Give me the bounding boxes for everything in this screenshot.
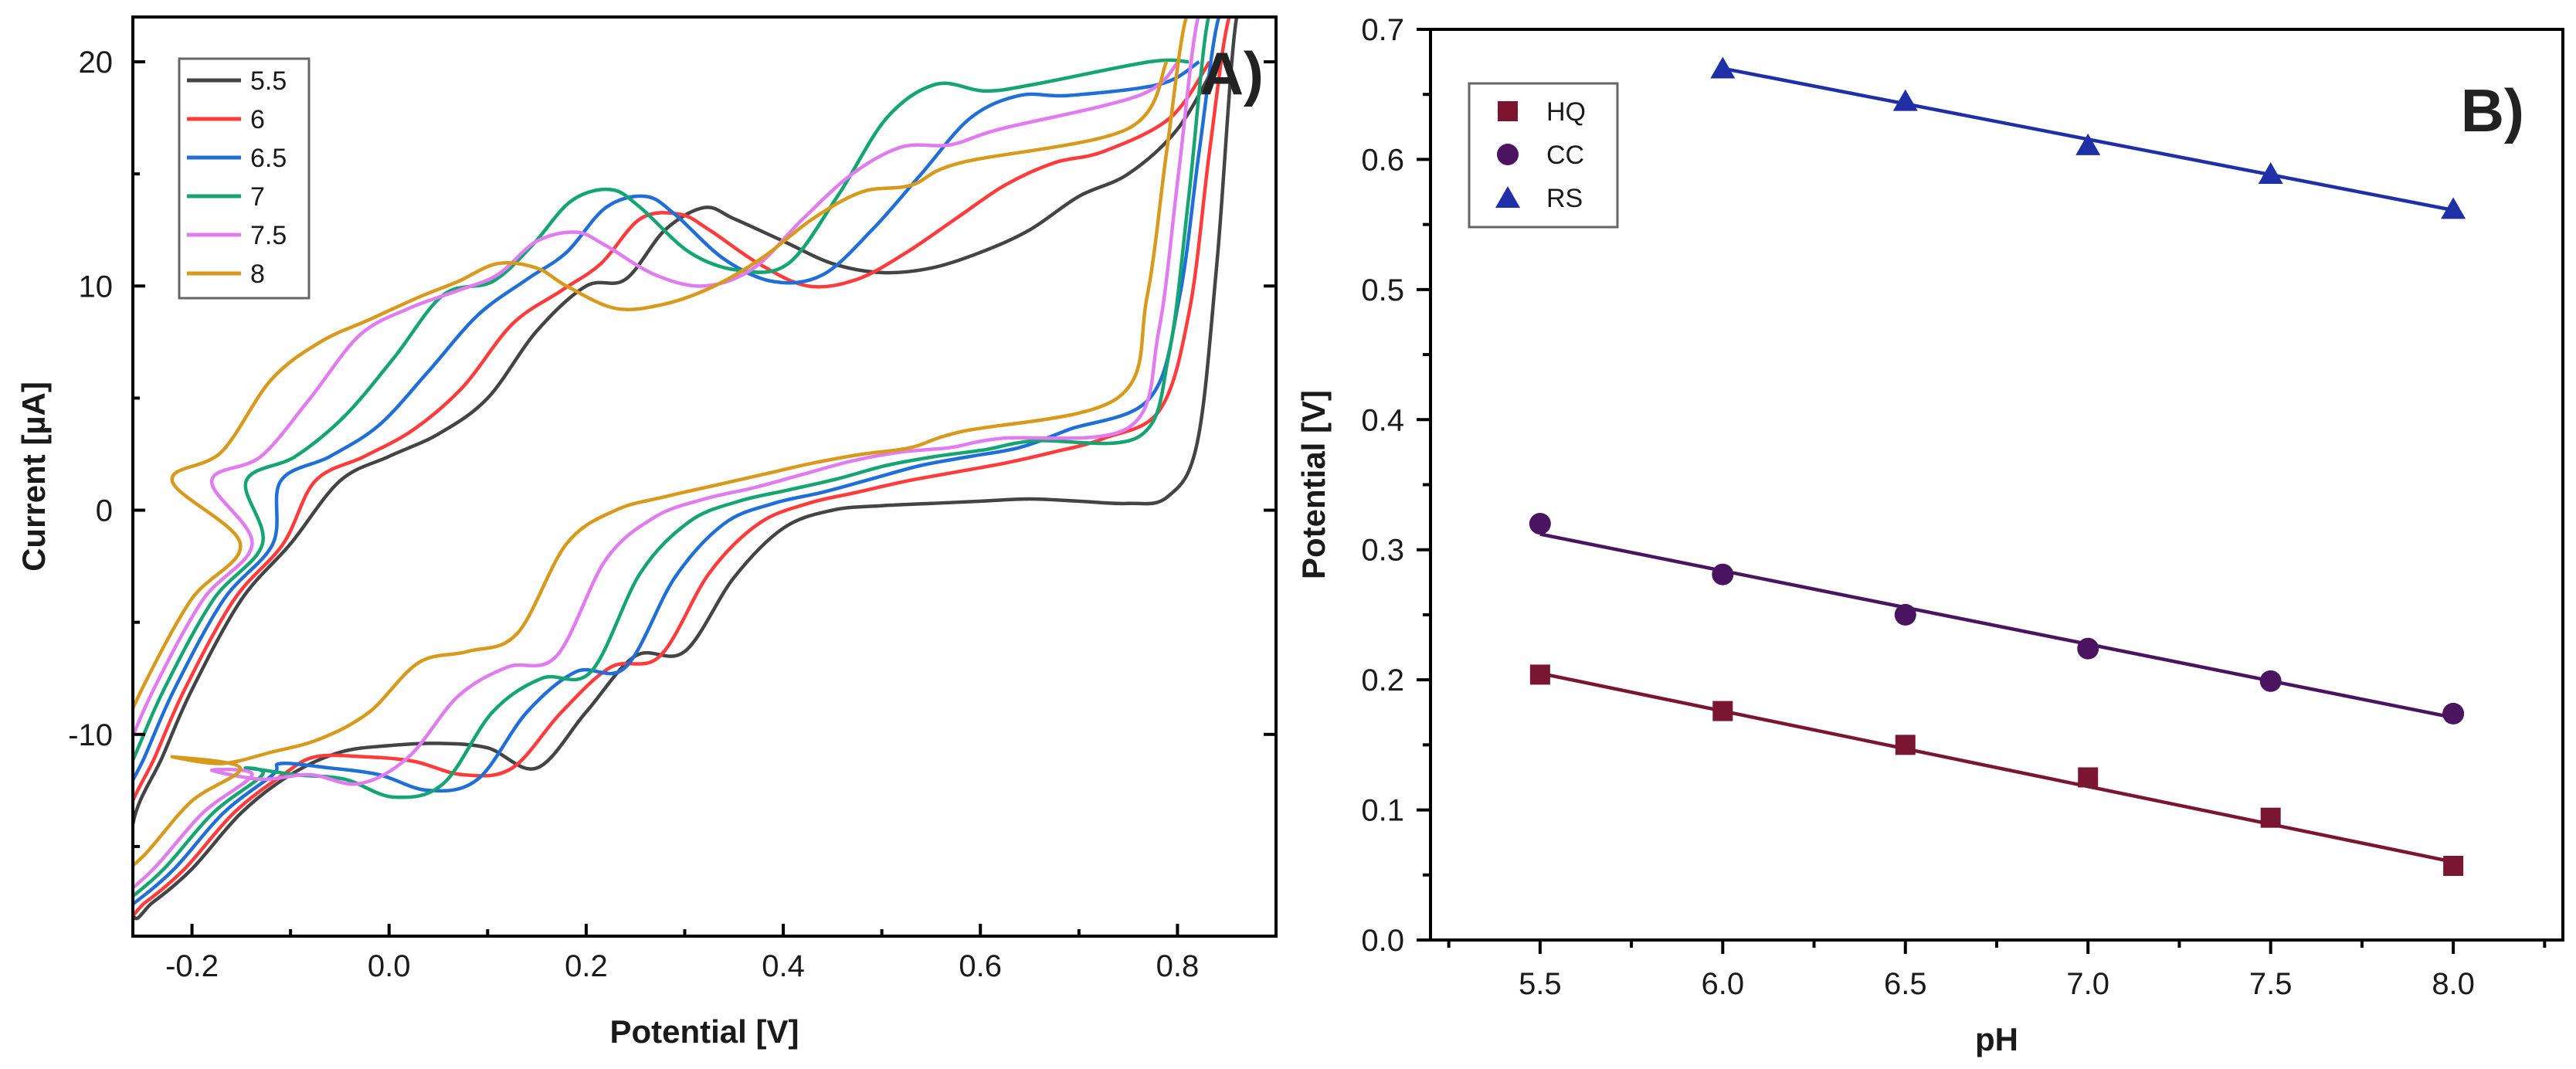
data-point-rs [1710,56,1736,79]
panel-b-fit-lines [1539,66,2454,864]
y-tick-label: -10 [68,718,113,752]
panel-a-label: A) [1200,39,1264,107]
y-tick-label: 0.1 [1361,794,1404,828]
x-tick-label: 6.0 [1702,967,1745,1001]
legend-label: 6 [250,105,265,134]
x-tick-label: 6.5 [1884,967,1927,1001]
panel-b-y-axis-title: Potential [V] [1295,390,1332,579]
series-line-7-5 [133,17,1218,891]
series-line-6-5 [133,17,1239,907]
y-tick-label: 0.5 [1361,273,1404,307]
legend-label: 5.5 [250,66,287,96]
data-point-cc [1894,603,1916,626]
panel-a-x-ticks: -0.2 0.0 0.2 0.4 0.6 0.8 [165,924,1278,983]
x-tick-label: 8.0 [2432,967,2475,1001]
legend-frame [1468,82,1619,229]
data-point-rs [1892,89,1918,111]
panel-b-plot-frame [1429,28,2564,942]
y-tick-label: 0.0 [1361,924,1404,958]
legend-frame [178,57,311,300]
series-line-8 [133,17,1207,868]
series-line-6 [133,17,1249,918]
panel-b-x-ticks: 5.5 6.0 6.5 7.0 7.5 8.0 [1447,940,2547,1001]
y-tick-label: 0 [96,494,113,528]
x-tick-label: 7.0 [2066,967,2109,1001]
legend-marker-hq [1498,101,1518,121]
legend-label: RS [1546,184,1583,213]
legend-marker-cc [1497,144,1519,165]
legend-label: 7 [250,182,265,212]
fit-line-cc [1539,532,2454,720]
legend-marker-rs [1495,186,1520,208]
panel-a-legend: 5.5 6 6.5 7 7.5 8 [178,57,311,300]
legend-label: HQ [1546,97,1586,127]
y-tick-label: 20 [79,46,114,80]
x-tick-label: 0.2 [565,949,608,983]
legend-label: CC [1546,141,1584,170]
data-point-cc [2077,637,2099,660]
data-point-rs [2258,161,2283,184]
x-tick-label: 5.5 [1519,967,1562,1001]
x-tick-label: 0.8 [1156,949,1200,983]
data-point-hq [1712,701,1733,721]
y-tick-label: 0.7 [1361,13,1404,47]
y-tick-label: 10 [79,270,114,304]
data-point-hq [2260,807,2281,828]
panel-b-x-axis-title: pH [1975,1021,2018,1057]
x-tick-label: 0.6 [959,949,1002,983]
x-tick-label: 0.4 [762,949,805,983]
panel-a-y-axis-title: Current [µA] [15,382,52,572]
legend-label: 6.5 [250,144,287,173]
x-tick-label: 0.0 [368,949,411,983]
panel-b-legend: HQ CC RS [1468,82,1619,229]
x-tick-label: -0.2 [165,949,219,983]
data-point-cc [2442,702,2465,725]
fit-line-hq [1539,671,2454,864]
panel-b-data-points [1529,56,2466,876]
panel-a-x-axis-title: Potential [V] [609,1013,799,1050]
data-point-hq [2443,855,2464,876]
data-point-cc [1712,563,1734,585]
series-line-5-5 [133,17,1258,921]
data-point-hq [2078,767,2099,788]
data-point-cc [2259,670,2282,692]
data-point-hq [1529,664,1550,685]
legend-label: 7.5 [250,221,287,250]
panel-a-plot-frame [131,15,1278,938]
panel-a-series-lines [133,17,1258,921]
panel-b-y-ticks: 0.0 0.1 0.2 0.3 0.4 0.5 0.6 0.7 [1361,13,1431,958]
y-tick-label: 0.2 [1361,663,1404,697]
legend-label: 8 [250,260,265,289]
y-tick-label: 0.4 [1361,403,1404,437]
data-point-cc [1529,513,1551,535]
data-point-hq [1895,735,1916,755]
data-point-rs [2441,197,2466,219]
panel-a-cyclic-voltammogram: -0.2 0.0 0.2 0.4 0.6 0.8 -10 0 10 20 Potential [… [15,15,1278,1050]
panel-b-label: B) [2461,76,2524,144]
panel-b-potential-vs-ph: 5.5 6.0 6.5 7.0 7.5 8.0 0.0 0.1 0.2 0.3 0.4 0.5 0.6… [1295,13,2564,1057]
series-line-7 [133,17,1229,899]
y-tick-label: 0.3 [1361,534,1404,568]
data-point-rs [2075,133,2101,155]
x-tick-label: 7.5 [2249,967,2293,1001]
y-tick-label: 0.6 [1361,143,1404,177]
